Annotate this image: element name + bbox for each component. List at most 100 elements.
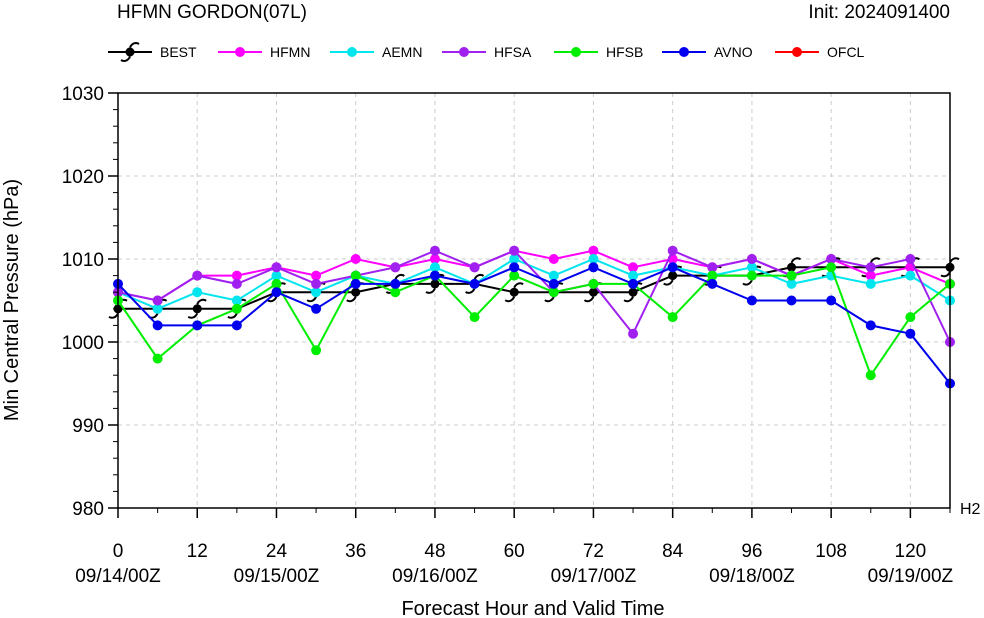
series-point-aemn bbox=[548, 270, 559, 281]
series-point-hfsb bbox=[350, 270, 361, 281]
legend-item-ofcl: OFCL bbox=[775, 44, 865, 60]
series-line-hfsb bbox=[117, 266, 951, 378]
legend-item-avno: AVNO bbox=[662, 44, 753, 60]
x-tick-label: 0 bbox=[113, 541, 124, 562]
series-point-avno bbox=[588, 262, 599, 273]
series-point-aemn bbox=[429, 262, 440, 273]
series-point-aemn bbox=[152, 303, 163, 314]
series-point-hfsa bbox=[390, 262, 401, 273]
series-point-avno bbox=[192, 320, 203, 331]
series-point-avno bbox=[350, 278, 361, 289]
series-point-hfmn bbox=[628, 262, 639, 273]
x-tick-label: 36 bbox=[345, 541, 366, 562]
series-point-avno bbox=[311, 303, 322, 314]
plot-frame bbox=[117, 92, 951, 509]
legend-label: HFSB bbox=[606, 44, 643, 60]
legend-marker bbox=[792, 47, 802, 57]
series-point-hfsa bbox=[826, 254, 837, 264]
series-point-aemn bbox=[311, 287, 322, 298]
series-line-aemn bbox=[117, 257, 951, 310]
x-date-label: 09/18/00Z bbox=[709, 566, 795, 587]
series-line-avno bbox=[117, 266, 951, 385]
series-point-hfsa bbox=[746, 254, 757, 264]
x-date-label: 09/14/00Z bbox=[75, 566, 161, 587]
axes: 980 990 1000 1010 1020 1030 0 12 24 36 48 60 72 84 96 1… bbox=[62, 84, 954, 587]
legend-label: HFMN bbox=[270, 44, 310, 60]
series-point-hfsb bbox=[667, 312, 678, 323]
x-date-label: 09/16/00Z bbox=[392, 566, 478, 587]
series-point-hfsb bbox=[390, 287, 401, 298]
x-tick-label: 24 bbox=[266, 541, 288, 562]
series-point-hfsa bbox=[865, 262, 876, 273]
series-point-hfsb bbox=[271, 278, 282, 289]
legend-marker bbox=[679, 47, 689, 57]
y-tick-label: 1010 bbox=[62, 250, 104, 271]
series-point-hfsa bbox=[469, 262, 480, 273]
series-point-aemn bbox=[231, 295, 242, 306]
legend: BEST HFMN AEMN HFSA HFSB AVNO OFCL bbox=[108, 42, 865, 62]
x-date-label: 09/15/00Z bbox=[234, 566, 320, 587]
series-point-hfsa bbox=[231, 278, 242, 289]
series-point-avno bbox=[231, 320, 242, 331]
series-point-hfsb bbox=[786, 270, 797, 281]
series-point-hfsb bbox=[152, 353, 163, 364]
hurricane-icon bbox=[120, 42, 140, 62]
series-point-hfmn bbox=[548, 254, 559, 264]
legend-item-hfsa: HFSA bbox=[442, 44, 532, 60]
series-point-avno bbox=[509, 262, 520, 273]
y-tick-label: 980 bbox=[72, 499, 104, 520]
x-tick-label: 48 bbox=[424, 541, 445, 562]
series-point-hfmn bbox=[350, 254, 361, 264]
series-point-hfmn bbox=[231, 270, 242, 281]
series-point-hfmn bbox=[311, 270, 322, 281]
grid bbox=[118, 93, 950, 508]
x-tick-label: 60 bbox=[504, 541, 525, 562]
legend-label: AEMN bbox=[382, 44, 422, 60]
x-tick-label: 84 bbox=[662, 541, 684, 562]
y-tick-label: 990 bbox=[72, 416, 104, 437]
chart-title: HFMN GORDON(07L) bbox=[117, 2, 307, 23]
series-point-hfsa bbox=[311, 278, 322, 289]
series-point-avno bbox=[390, 278, 401, 289]
series-point-hfsa bbox=[152, 295, 163, 306]
series-point-avno bbox=[905, 328, 916, 339]
series-point-aemn bbox=[746, 262, 757, 273]
legend-label: AVNO bbox=[714, 44, 753, 60]
series-point-hfsb bbox=[469, 312, 480, 323]
series-point-hfsb bbox=[509, 270, 520, 281]
series-line-hfsa bbox=[117, 249, 951, 343]
legend-label: OFCL bbox=[827, 44, 865, 60]
series-point-hfsb bbox=[231, 303, 242, 314]
series-point-hfsb bbox=[746, 270, 757, 281]
x-tick-label: 72 bbox=[583, 541, 604, 562]
x-tick-label: 108 bbox=[815, 541, 847, 562]
series-point-hfsa bbox=[628, 328, 639, 339]
y-tick-label: 1030 bbox=[62, 84, 104, 105]
series-point-hfsb bbox=[865, 370, 876, 381]
x-tick-label: 96 bbox=[741, 541, 762, 562]
series-point-hfsa bbox=[509, 245, 520, 256]
series-point-avno bbox=[667, 262, 678, 273]
series-point-hfsb bbox=[588, 278, 599, 289]
series-point-hfsb bbox=[826, 262, 837, 273]
series-point-aemn bbox=[271, 270, 282, 281]
legend-item-best: BEST bbox=[108, 42, 197, 62]
series-point-avno bbox=[271, 287, 282, 298]
legend-item-aemn: AEMN bbox=[330, 44, 422, 60]
x-axis-label: Forecast Hour and Valid Time bbox=[401, 598, 664, 618]
series-point-avno bbox=[429, 270, 440, 281]
series-point-hfsa bbox=[192, 270, 203, 281]
series-point-avno bbox=[469, 278, 480, 289]
series-point-hfsb bbox=[548, 287, 559, 298]
series-point-hfsa bbox=[667, 245, 678, 256]
legend-marker bbox=[571, 47, 581, 57]
series-point-avno bbox=[746, 295, 757, 306]
series-point-avno bbox=[865, 320, 876, 331]
corner-label: H2 bbox=[960, 501, 981, 518]
series-layer bbox=[108, 245, 960, 389]
y-tick-label: 1000 bbox=[62, 333, 104, 354]
series-point-aemn bbox=[786, 278, 797, 289]
series-point-avno bbox=[628, 278, 639, 289]
legend-item-hfmn: HFMN bbox=[218, 44, 310, 60]
